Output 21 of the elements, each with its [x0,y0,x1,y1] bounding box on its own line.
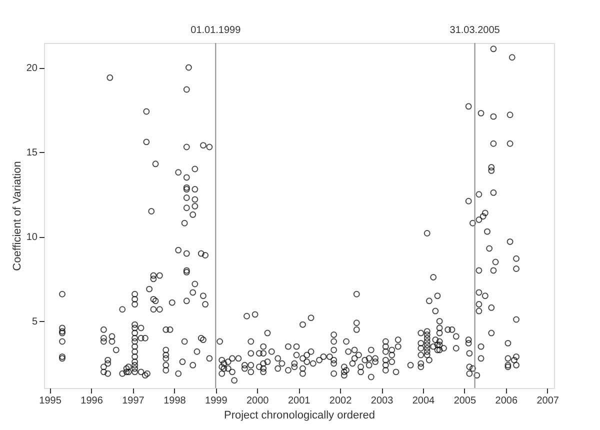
x-tick-label: 2004 [412,396,436,406]
x-tick-label: 1998 [164,396,186,406]
x-tick-label: 2005 [454,396,476,406]
x-tick-label: 1996 [80,396,104,406]
ref-line-label: 01.01.1999 [190,25,242,36]
x-tick-label: 2007 [536,396,560,406]
y-tick-label: 15 [26,148,38,159]
y-tick-label: 20 [26,63,38,74]
ref-line-label: 31.03.2005 [450,25,500,36]
x-tick-label: 1999 [205,396,228,406]
x-tick-label: 2000 [246,396,270,406]
x-tick-label: 1995 [39,396,62,406]
x-tick-label: 2001 [288,396,311,406]
x-tick-label: 2006 [495,396,518,406]
x-axis-title: Project chronologically ordered [224,410,376,422]
y-tick-label: 5 [32,316,38,328]
x-tick-label: 1997 [122,396,145,406]
y-tick-label: 10 [26,232,38,244]
x-tick-label: 2003 [370,396,394,406]
x-tick-label: 2002 [329,396,352,406]
y-axis-title: Coefficient of Variation [11,161,24,271]
